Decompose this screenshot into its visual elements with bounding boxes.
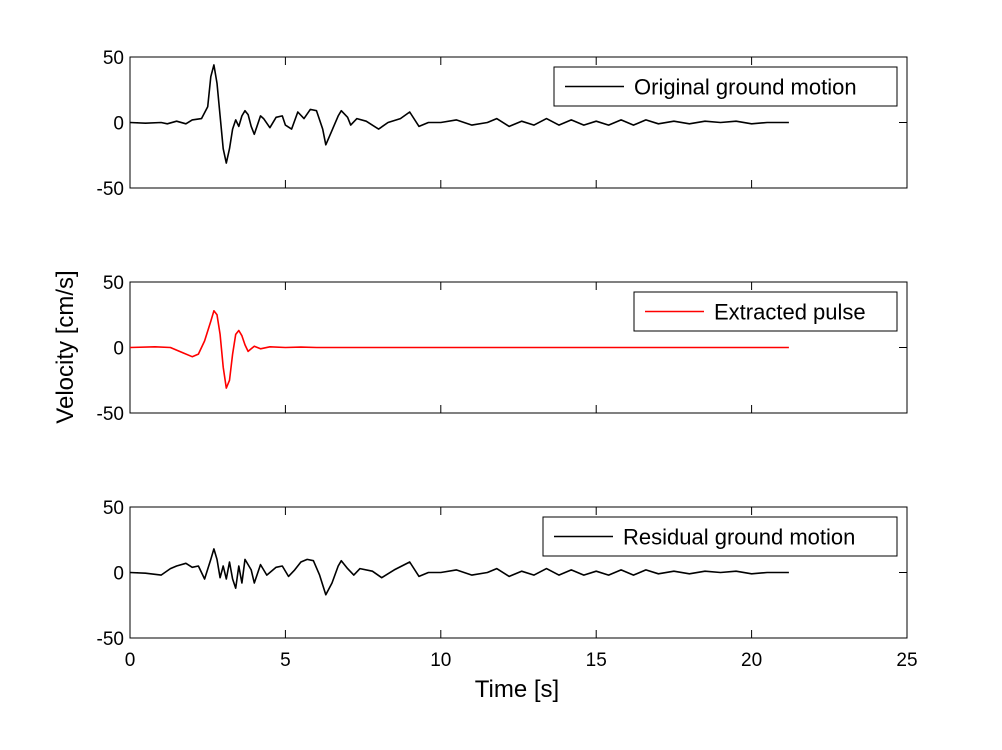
series-line	[129, 310, 789, 389]
x-tick-label: 5	[280, 650, 291, 671]
series-line	[129, 548, 789, 596]
x-tick-label: 15	[586, 650, 607, 671]
y-tick-label: 50	[103, 273, 124, 294]
legend-entry: Original ground motion	[634, 75, 857, 100]
x-tick-label: 25	[896, 650, 917, 671]
y-tick-label: -50	[97, 179, 124, 200]
legend: Original ground motion	[553, 66, 898, 107]
x-tick-label: 20	[741, 650, 762, 671]
x-axis-title: Time [s]	[475, 676, 559, 703]
y-tick-label: -50	[97, 404, 124, 425]
series-line	[129, 64, 789, 164]
legend: Residual ground motion	[542, 516, 898, 557]
legend-entry: Residual ground motion	[623, 525, 855, 550]
y-tick-label: 0	[113, 564, 124, 585]
y-axis-title: Velocity [cm/s]	[52, 270, 79, 423]
panel-1: 50 0 -50 Original ground motion	[97, 48, 908, 200]
y-tick-label: 0	[113, 114, 124, 135]
y-tick-label: 0	[113, 339, 124, 360]
y-tick-label: -50	[97, 629, 124, 650]
legend: Extracted pulse	[633, 291, 898, 332]
x-tick-label: 0	[125, 650, 136, 671]
panel-2: 50 0 -50 Extracted pulse	[97, 273, 908, 425]
y-tick-label: 50	[103, 48, 124, 69]
legend-entry: Extracted pulse	[714, 300, 866, 325]
y-tick-label: 50	[103, 498, 124, 519]
x-tick-label: 10	[430, 650, 451, 671]
